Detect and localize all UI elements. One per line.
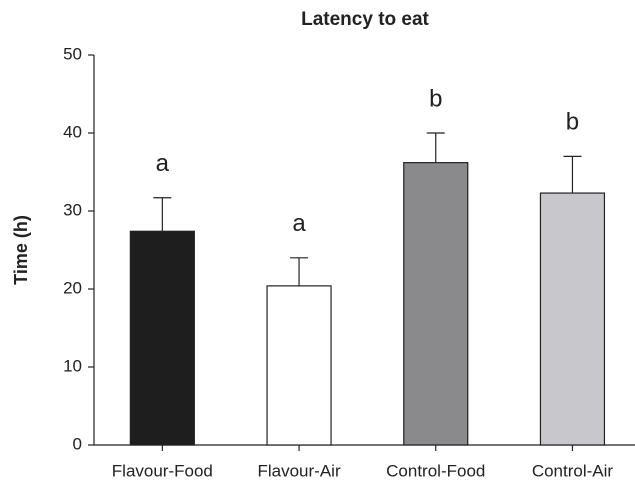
bar [129,230,195,446]
bar [266,285,332,446]
chart-title: Latency to eat [301,9,429,30]
annotation: a [292,210,306,237]
y-tick-label: 50 [63,44,82,63]
annotation: b [566,109,579,136]
bar [539,192,606,446]
y-axis-label: Time (h) [11,215,31,285]
y-tick-label: 20 [63,278,82,297]
x-tick-label: Flavour-Food [112,461,213,480]
x-tick-label: Flavour-Air [257,461,340,480]
y-tick-label: 40 [63,122,82,141]
y-tick-label: 0 [73,434,82,453]
x-tick-label: Control-Air [532,461,614,480]
y-tick-label: 30 [63,200,82,219]
annotation: b [429,85,442,112]
bar [403,162,469,446]
x-tick-label: Control-Food [386,461,485,480]
y-tick-label: 10 [63,356,82,375]
annotation: a [156,150,170,177]
